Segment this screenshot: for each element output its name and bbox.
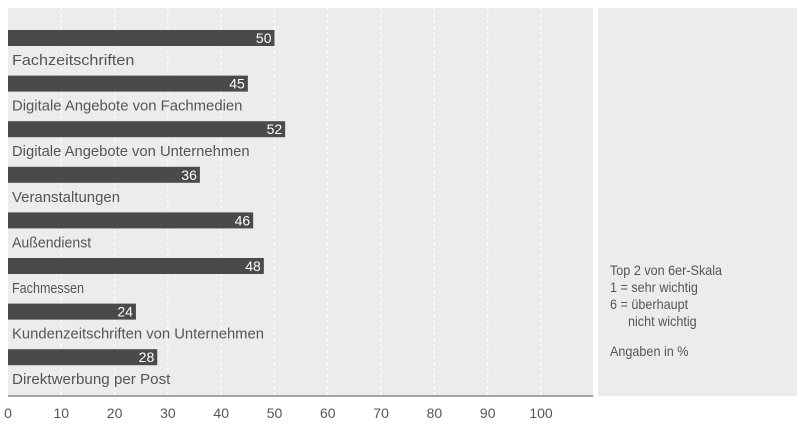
x-tick-label-1: 10 xyxy=(54,405,70,421)
notes-legend: Top 2 von 6er-Skala 1 = sehr wichtig 6 =… xyxy=(610,262,722,360)
bar-value-label-2: 52 xyxy=(267,121,283,137)
x-axis-ticks: 0 10 20 30 40 50 60 70 80 90 100 xyxy=(4,405,553,421)
x-tick-label-9: 90 xyxy=(480,405,496,421)
x-tick-label-4: 40 xyxy=(213,405,229,421)
bar-3 xyxy=(8,166,200,183)
category-label-5: Fachmessen xyxy=(12,280,84,297)
bar-value-label-3: 36 xyxy=(181,167,197,183)
bar-5 xyxy=(8,258,264,274)
x-tick-label-5: 50 xyxy=(267,405,283,421)
category-label-1: Digitale Angebote von Fachmedien xyxy=(12,98,242,115)
note-very-important: 1 = sehr wichtig xyxy=(610,279,698,295)
note-not-important: nicht wichtig xyxy=(628,313,697,329)
bars: 50 Fachzeitschriften 45 Digitale Angebote v… xyxy=(8,30,286,388)
bar-value-label-7: 28 xyxy=(139,349,155,365)
bar-value-label-6: 24 xyxy=(117,304,133,320)
x-tick-label-2: 20 xyxy=(107,405,123,421)
bar-1 xyxy=(8,75,248,92)
bar-7 xyxy=(8,349,158,366)
bar-value-label-5: 48 xyxy=(245,258,261,274)
bar-value-label-4: 46 xyxy=(235,212,251,228)
category-label-4: Außendienst xyxy=(12,234,92,251)
bar-0 xyxy=(8,30,275,46)
gridlines xyxy=(60,8,542,396)
category-label-0: Fachzeitschriften xyxy=(12,52,134,69)
bar-2 xyxy=(8,121,286,138)
bar-value-label-0: 50 xyxy=(256,30,272,46)
plot-panel xyxy=(8,8,593,396)
x-tick-label-8: 80 xyxy=(427,405,443,421)
x-tick-label-6: 60 xyxy=(320,405,336,421)
bar-6 xyxy=(8,303,136,320)
bar-value-label-1: 45 xyxy=(229,76,245,92)
note-not-at-all: 6 = überhaupt xyxy=(610,296,689,312)
category-label-3: Veranstaltungen xyxy=(12,189,120,206)
category-label-2: Digitale Angebote von Unternehmen xyxy=(12,143,250,160)
note-unit: Angaben in % xyxy=(610,343,689,359)
category-label-6: Kundenzeitschriften von Unternehmen xyxy=(12,326,264,343)
x-tick-label-3: 30 xyxy=(160,405,176,421)
x-tick-label-0: 0 xyxy=(4,405,12,421)
category-label-7: Direktwerbung per Post xyxy=(12,371,171,388)
bar-4 xyxy=(8,212,254,229)
x-tick-label-7: 70 xyxy=(373,405,389,421)
note-scale: Top 2 von 6er-Skala xyxy=(610,262,723,278)
x-tick-label-10: 100 xyxy=(529,405,553,421)
notes-panel xyxy=(598,8,797,396)
